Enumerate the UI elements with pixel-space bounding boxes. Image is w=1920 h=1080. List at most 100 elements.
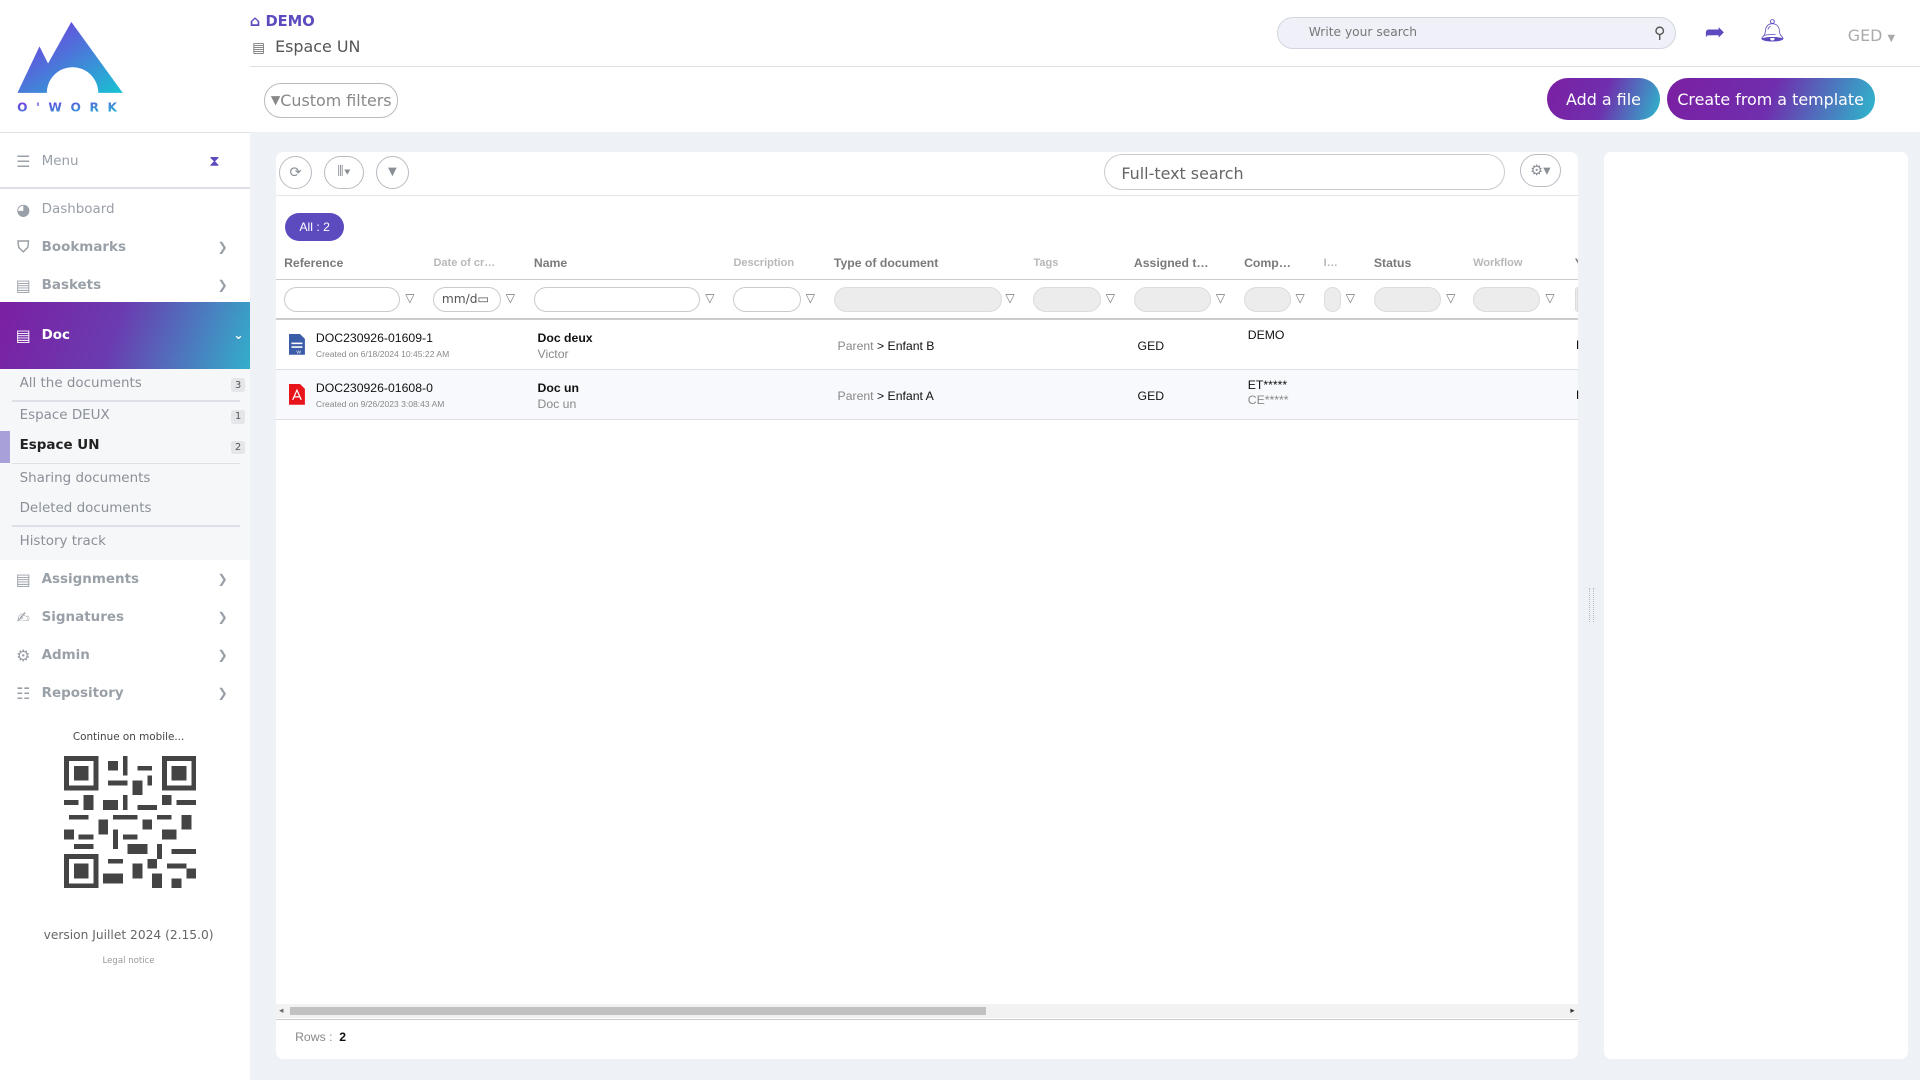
create-from-template-button[interactable]: Create from a template [1666, 78, 1875, 120]
filter-icon[interactable]: ▽ [705, 291, 715, 306]
sidebar-item-signatures[interactable]: ✍ Signatures ❯ [0, 599, 250, 636]
filter-date-input[interactable]: mm/d▭ [433, 286, 501, 313]
doc-subnav: All the documents 3 Espace DEUX 1 Espace U… [0, 368, 250, 560]
list-icon: ☷ [16, 683, 31, 703]
filter-y-select[interactable] [1574, 286, 1579, 313]
filter-status-select[interactable] [1373, 286, 1442, 313]
column-header-assigned[interactable]: Assigned t… [1133, 255, 1209, 270]
table-row[interactable]: W DOC230926-01609-1 Created on 6/18/2024… [276, 320, 1579, 369]
continue-mobile-label: Continue on mobile... [72, 731, 185, 744]
refresh-icon: ⟳ [289, 164, 302, 181]
column-header-status[interactable]: Status [1373, 255, 1412, 270]
oword-logo[interactable]: O'WORK [15, 17, 128, 115]
scroll-left-icon[interactable]: ◂ [279, 1005, 284, 1016]
global-search-input[interactable]: Write your search ⚲ [1277, 17, 1677, 49]
custom-filters-button[interactable]: ▼ Custom filters [264, 83, 398, 118]
column-header-y[interactable]: Y [1575, 256, 1579, 270]
table-row[interactable]: DOC230926-01608-0 Created on 9/26/2023 3… [275, 369, 1579, 419]
book-icon: ▤ [252, 40, 265, 56]
rows-count: Rows : 2 [295, 1029, 347, 1044]
sidebar-item-bookmarks[interactable]: ⛉ Bookmarks ❯ [0, 229, 250, 266]
filter-toggle-button[interactable]: ▼ [375, 155, 409, 189]
columns-icon: ⦀▾ [337, 164, 351, 181]
filter-description-input[interactable] [733, 286, 801, 313]
filter-assigned-select[interactable] [1133, 286, 1212, 313]
chevron-down-icon: ❯ [217, 278, 228, 293]
columns-button[interactable]: ⦀▾ [324, 155, 364, 189]
qr-code [63, 755, 196, 888]
scrollbar-thumb[interactable] [290, 1006, 986, 1016]
column-header-name[interactable]: Name [533, 255, 568, 270]
filter-type-select[interactable] [833, 286, 1002, 313]
filter-icon[interactable]: ▽ [505, 291, 516, 306]
bell-icon[interactable]: 🔔︎ [1758, 18, 1787, 44]
sidebar-item-baskets[interactable]: ▤ Baskets ❯ [0, 267, 250, 304]
filter-icon: ▼ [270, 93, 281, 108]
pin-icon[interactable]: ⧗ [209, 153, 220, 170]
legal-notice-link[interactable]: Legal notice [102, 956, 155, 967]
filter-reference-input[interactable] [284, 286, 401, 313]
subnav-deleted-documents[interactable]: Deleted documents [19, 500, 152, 516]
book-icon: ▤ [15, 275, 31, 295]
filter-icon: ▼ [385, 164, 400, 181]
filter-icon[interactable]: ▽ [1105, 291, 1116, 306]
chevron-down-icon: ❯ [217, 610, 228, 625]
filter-icon[interactable]: ▽ [805, 291, 816, 306]
hamburger-icon: ☰ [16, 153, 31, 171]
signature-icon: ✍ [16, 607, 30, 627]
menu-toggle[interactable]: ☰ Menu ⧗ [0, 143, 250, 180]
fulltext-search-input[interactable]: Full-text search [1104, 154, 1505, 190]
chevron-down-icon: ❯ [217, 648, 228, 663]
filter-workflow-select[interactable] [1473, 286, 1541, 313]
filter-icon[interactable]: ▽ [1215, 291, 1226, 306]
filter-icon[interactable]: ▽ [1295, 291, 1305, 306]
filter-i-select[interactable] [1323, 286, 1341, 313]
breadcrumb-root[interactable]: ⌂ DEMO [249, 13, 315, 31]
resize-handle[interactable] [1589, 587, 1595, 623]
sidebar-item-dashboard[interactable]: ◕ Dashboard [0, 191, 250, 228]
dashboard-icon: ◕ [16, 199, 31, 219]
word-file-icon: W [288, 334, 305, 355]
sidebar-item-assignments[interactable]: ▤ Assignments ❯ [0, 561, 250, 598]
sidebar-item-repository[interactable]: ☷ Repository ❯ [0, 675, 250, 712]
all-count-badge[interactable]: All : 2 [285, 213, 345, 242]
search-icon[interactable]: ⚲ [1653, 23, 1666, 43]
column-header-tags[interactable]: Tags [1033, 257, 1059, 270]
chevron-down-icon: ❯ [217, 572, 228, 587]
filter-comp-select[interactable] [1244, 286, 1291, 313]
share-icon[interactable]: ➦ [1704, 19, 1726, 47]
column-header-date[interactable]: Date of cr… [433, 257, 496, 270]
subnav-sharing-documents[interactable]: Sharing documents [19, 471, 151, 487]
user-menu[interactable]: GED ▼ [1847, 25, 1895, 45]
filter-tags-select[interactable] [1033, 286, 1101, 313]
sidebar-item-doc[interactable]: ▤ Doc ⌄ [0, 302, 259, 369]
caret-down-icon: ▼ [1887, 32, 1895, 44]
subnav-espace-un[interactable]: Espace UN [19, 438, 100, 454]
version-label: version Juillet 2024 (2.15.0) [43, 928, 214, 943]
refresh-button[interactable]: ⟳ [279, 155, 313, 189]
chevron-down-icon: ❯ [217, 686, 228, 701]
chevron-down-icon: ⌄ [233, 328, 244, 343]
subnav-all-documents[interactable]: All the documents [19, 375, 142, 391]
column-header-description[interactable]: Description [733, 257, 795, 270]
subnav-espace-deux[interactable]: Espace DEUX [19, 407, 110, 423]
filter-icon[interactable]: ▽ [1545, 291, 1555, 306]
settings-button[interactable]: ⚙▾ [1519, 154, 1562, 188]
column-header-comp[interactable]: Comp… [1244, 255, 1291, 270]
subnav-history-track[interactable]: History track [19, 533, 106, 549]
filter-icon[interactable]: ▽ [1005, 291, 1015, 306]
column-header-workflow[interactable]: Workflow [1473, 257, 1523, 270]
filter-icon[interactable]: ▽ [1446, 291, 1456, 306]
scroll-right-icon[interactable]: ▸ [1570, 1005, 1575, 1016]
filter-name-input[interactable] [533, 286, 701, 313]
column-header-i[interactable]: I… [1323, 257, 1338, 270]
sidebar-item-admin[interactable]: ⚙ Admin ❯ [0, 637, 250, 674]
book-icon: ▤ [15, 569, 31, 589]
add-file-button[interactable]: Add a file [1546, 78, 1661, 120]
filter-icon[interactable]: ▽ [1345, 291, 1356, 306]
column-header-reference[interactable]: Reference [284, 255, 344, 270]
gear-icon: ⚙▾ [1530, 163, 1551, 180]
horizontal-scrollbar[interactable]: ◂ ▸ [275, 1004, 1579, 1018]
column-header-type[interactable]: Type of document [833, 255, 939, 270]
filter-icon[interactable]: ▽ [405, 291, 415, 306]
